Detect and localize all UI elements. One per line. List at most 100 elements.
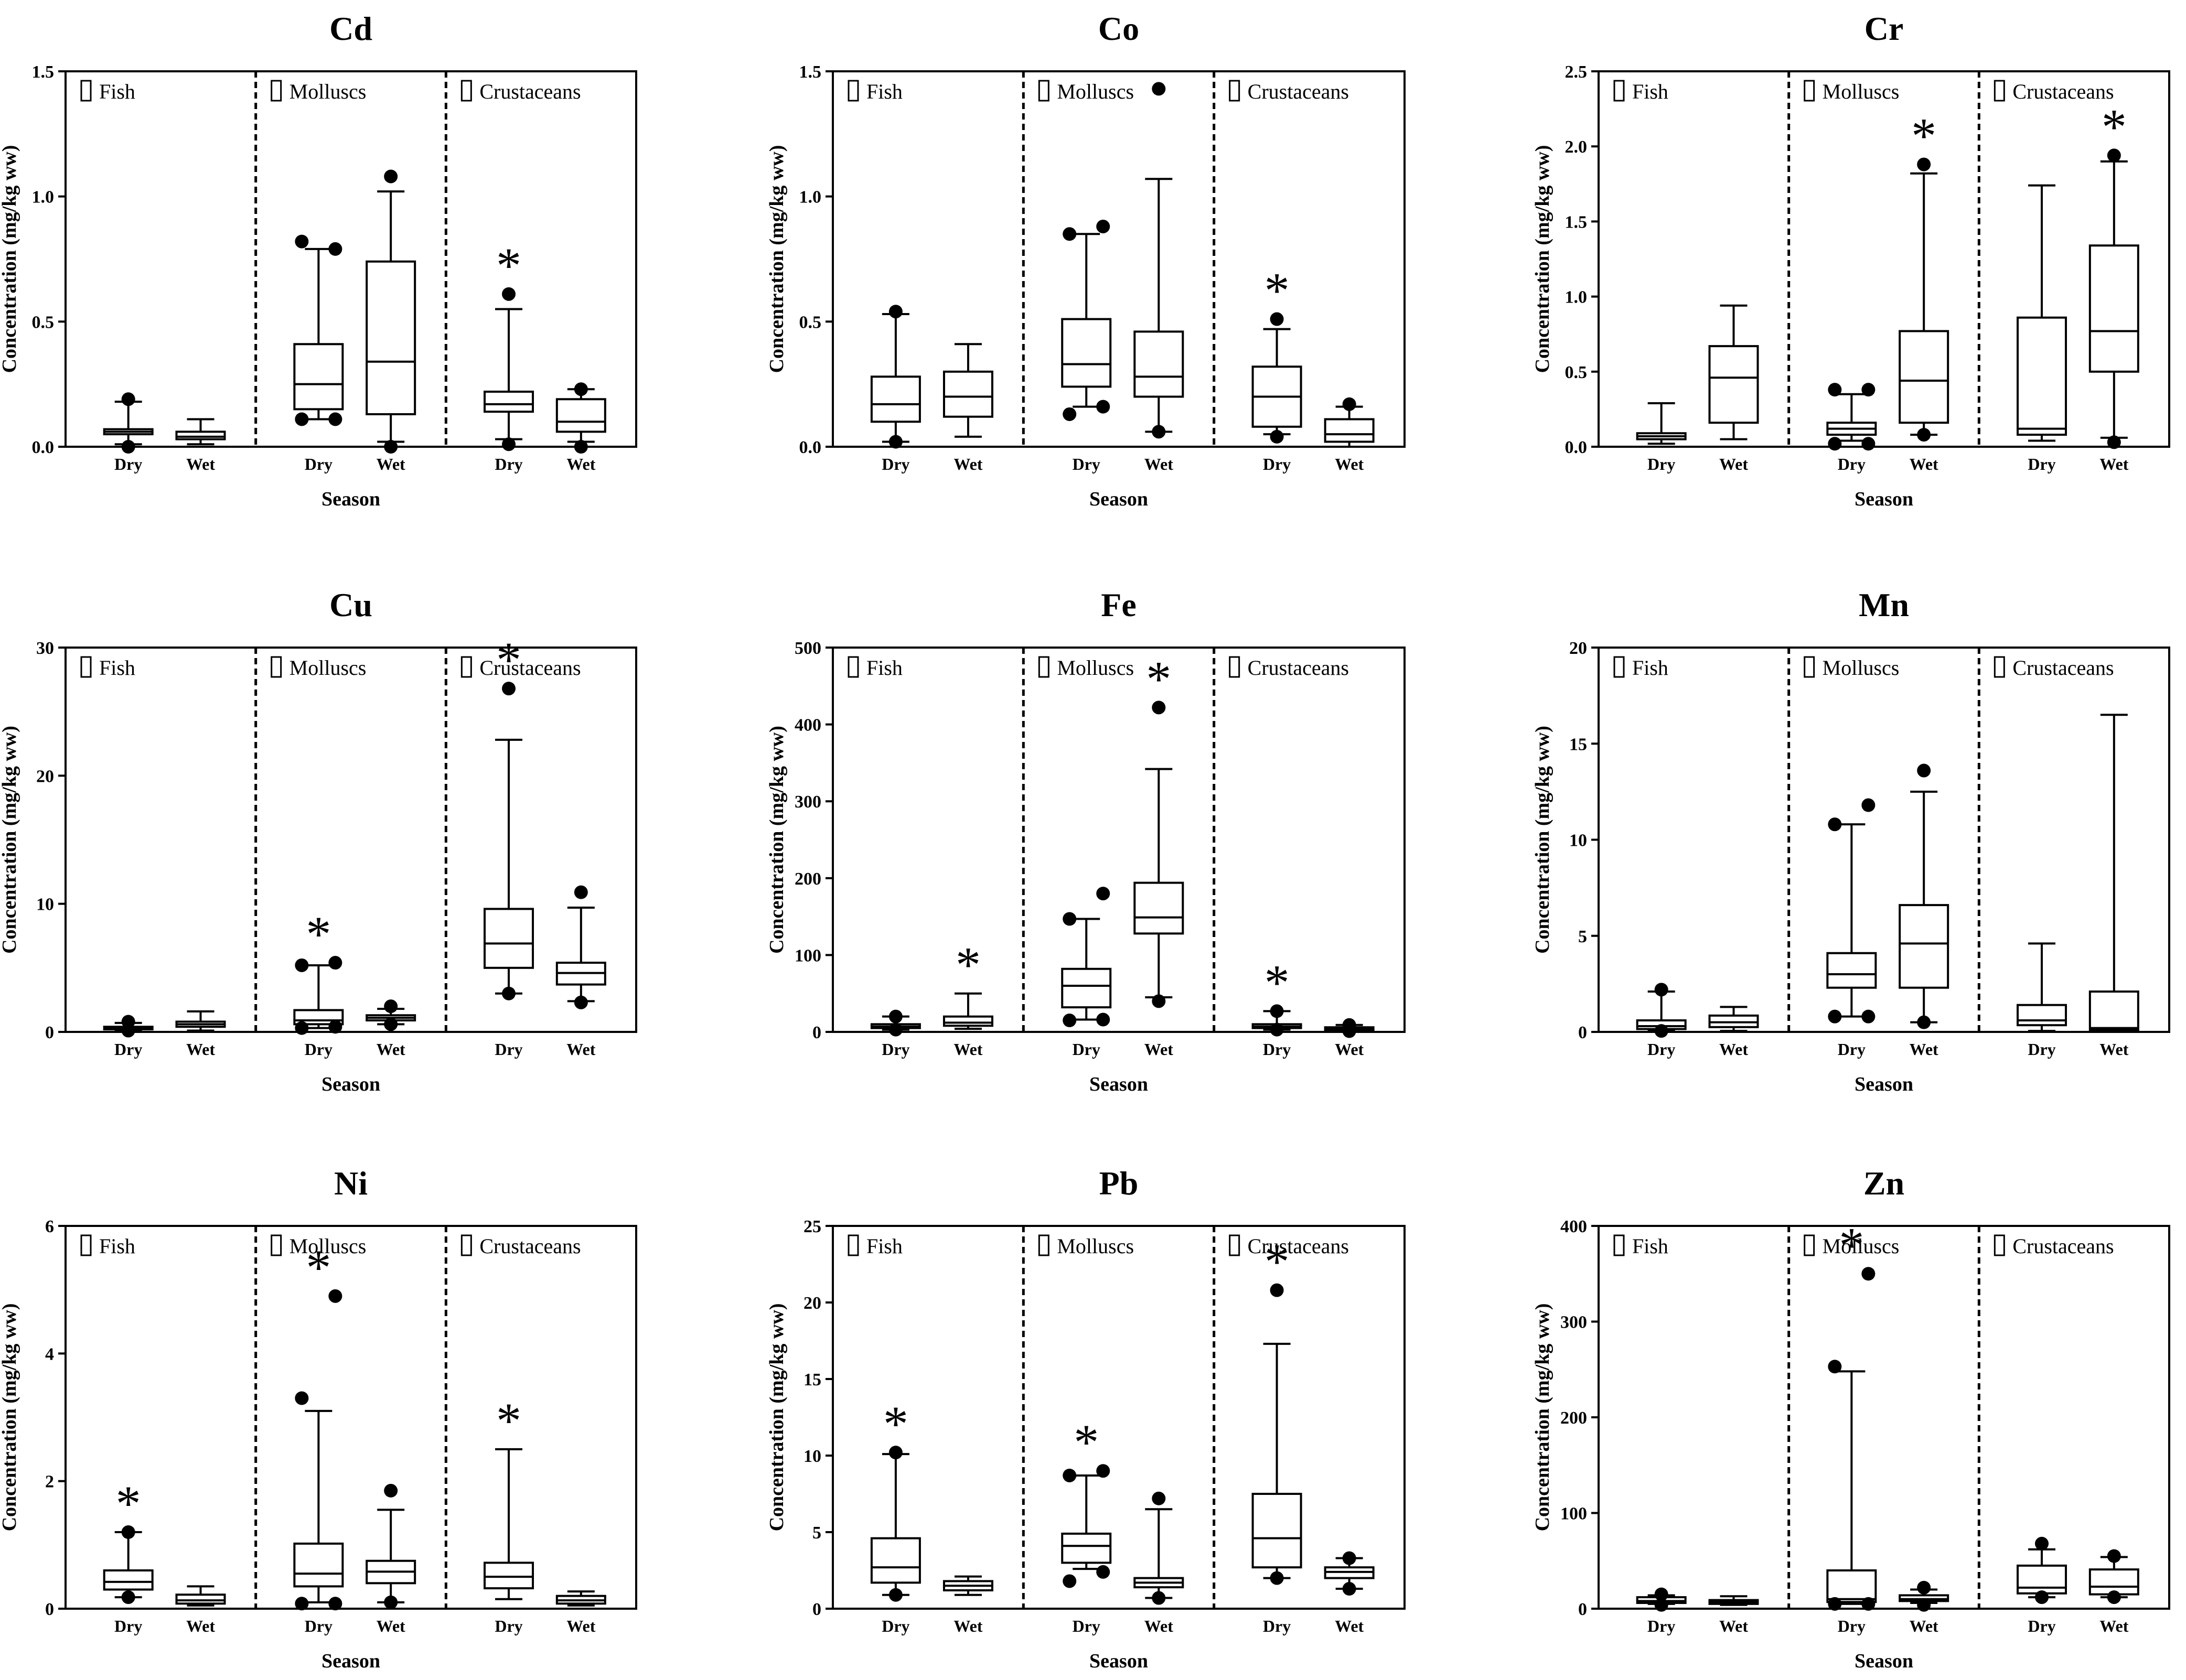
box-iqr: [1251, 1493, 1302, 1569]
x-tick-label: Wet: [377, 455, 405, 473]
outlier-point: [1342, 1551, 1356, 1565]
box-crustaceans-dry: * Dry: [1251, 954, 1302, 1059]
box-molluscs-dry: * Dry: [293, 1240, 344, 1635]
panel-title: Fe: [1101, 586, 1137, 623]
outlier-point: [1828, 383, 1842, 397]
group-label: Molluscs: [1057, 656, 1134, 680]
box-crustaceans-wet: Wet: [1324, 1551, 1375, 1635]
y-tick-label: 5: [812, 1523, 821, 1543]
x-tick-label: Wet: [377, 1040, 405, 1059]
outlier-point: [888, 305, 903, 319]
box-fish-dry: Dry: [103, 392, 154, 473]
box-iqr: [1708, 345, 1759, 424]
box-molluscs-dry: Dry: [293, 234, 344, 473]
x-tick-label: Dry: [495, 455, 522, 473]
box-fish-wet: Wet: [175, 1010, 226, 1059]
x-axis-label: Season: [322, 1650, 380, 1672]
outlier-point: [1342, 1582, 1356, 1596]
outlier-point: [1828, 1360, 1842, 1374]
box-iqr: [1899, 330, 1949, 424]
x-tick-label: Wet: [1719, 455, 1748, 473]
outlier-point: [1654, 1587, 1668, 1601]
group-label: Molluscs: [290, 1234, 367, 1258]
box-iqr: [484, 908, 534, 969]
box-iqr: [1133, 330, 1184, 398]
significance-star: *: [306, 1240, 331, 1296]
y-tick-label: 0: [45, 1600, 54, 1619]
outlier-point: [1063, 227, 1077, 241]
y-tick-label: 1.0: [1565, 288, 1588, 307]
group-label: Molluscs: [290, 656, 367, 680]
outlier-point: [1342, 397, 1356, 411]
x-tick-label: Wet: [2099, 1617, 2128, 1635]
significance-star: *: [1265, 263, 1290, 319]
y-tick-label: 10: [1569, 831, 1587, 850]
box-iqr: [1133, 881, 1184, 935]
x-tick-label: Dry: [882, 455, 909, 473]
box-crustaceans-dry: * Dry: [1251, 1234, 1302, 1635]
outlier-point: [1063, 1574, 1077, 1588]
box-iqr: [2088, 1568, 2139, 1596]
legend-box-icon: [1038, 656, 1049, 678]
outlier-point: [1654, 1024, 1668, 1038]
panel-cd: Cd 0.0 0.5 1.0 1.5 Concentration (mg/kg ww) Se…: [0, 10, 637, 510]
y-tick-label: 1.0: [32, 188, 55, 207]
box-fish-wet: Wet: [942, 1575, 993, 1635]
significance-star: *: [883, 1396, 908, 1452]
box-fish-wet: Wet: [942, 343, 993, 473]
legend-box-icon: [1804, 656, 1815, 678]
box-fish-dry: Dry: [870, 1009, 921, 1059]
outlier-point: [1096, 1565, 1110, 1579]
box-iqr: [293, 1542, 344, 1588]
panel-fe: Fe 0 100 200 300 400 500 Concentration (mg/kg w…: [766, 586, 1406, 1095]
y-tick-label: 200: [1560, 1408, 1587, 1428]
outlier-point: [1828, 1009, 1842, 1024]
y-tick-label: 1.5: [1565, 212, 1588, 232]
box-iqr: [2088, 244, 2139, 373]
legend-box-icon: [848, 656, 859, 678]
outlier-point: [1917, 1598, 1931, 1612]
outlier-point: [328, 1020, 342, 1034]
y-axis-label: Concentration (mg/kg ww): [0, 1304, 20, 1532]
panel-ni: Ni 0 2 4 6 Concentration (mg/kg ww) Season Fish…: [0, 1165, 637, 1672]
box-molluscs-wet: Wet: [366, 1483, 416, 1635]
box-fish-dry: Dry: [1636, 1587, 1687, 1635]
box-iqr: [484, 390, 534, 413]
x-tick-label: Dry: [882, 1617, 909, 1635]
box-crustaceans-dry: Dry: [2017, 184, 2067, 473]
y-tick-label: 20: [36, 767, 54, 786]
panel-title: Cd: [329, 10, 372, 47]
outlier-point: [1861, 437, 1876, 451]
y-tick-label: 400: [795, 716, 821, 735]
x-tick-label: Dry: [495, 1040, 522, 1059]
x-tick-label: Dry: [1263, 1040, 1291, 1059]
outlier-point: [2035, 1536, 2049, 1550]
y-tick-label: 2.5: [1565, 62, 1588, 82]
outlier-point: [295, 1391, 309, 1405]
outlier-point: [384, 1595, 398, 1609]
y-tick-label: 15: [1569, 735, 1587, 754]
significance-star: *: [306, 906, 331, 962]
x-tick-label: Wet: [1910, 455, 1938, 473]
box-molluscs-dry: Dry: [1826, 383, 1877, 473]
group-label: Crustaceans: [2012, 656, 2114, 680]
outlier-point: [1096, 887, 1110, 901]
panel-title: Zn: [1863, 1165, 1904, 1202]
outlier-point: [295, 958, 309, 972]
x-tick-label: Dry: [1838, 1617, 1866, 1635]
x-tick-label: Wet: [1335, 455, 1364, 473]
box-molluscs-wet: Wet: [1899, 763, 1949, 1059]
y-tick-label: 1.5: [799, 62, 822, 82]
outlier-point: [328, 1597, 342, 1611]
y-tick-label: 2.0: [1565, 137, 1588, 157]
panel-title: Cr: [1864, 10, 1904, 47]
outlier-point: [502, 437, 516, 451]
group-label: Fish: [1632, 80, 1668, 103]
x-axis-label: Season: [1855, 1650, 1913, 1672]
x-tick-label: Dry: [1073, 1617, 1100, 1635]
outlier-point: [888, 1009, 903, 1024]
x-tick-label: Wet: [566, 455, 595, 473]
group-label: Fish: [866, 80, 903, 103]
x-tick-label: Dry: [114, 455, 142, 473]
group-label: Molluscs: [1823, 80, 1900, 103]
